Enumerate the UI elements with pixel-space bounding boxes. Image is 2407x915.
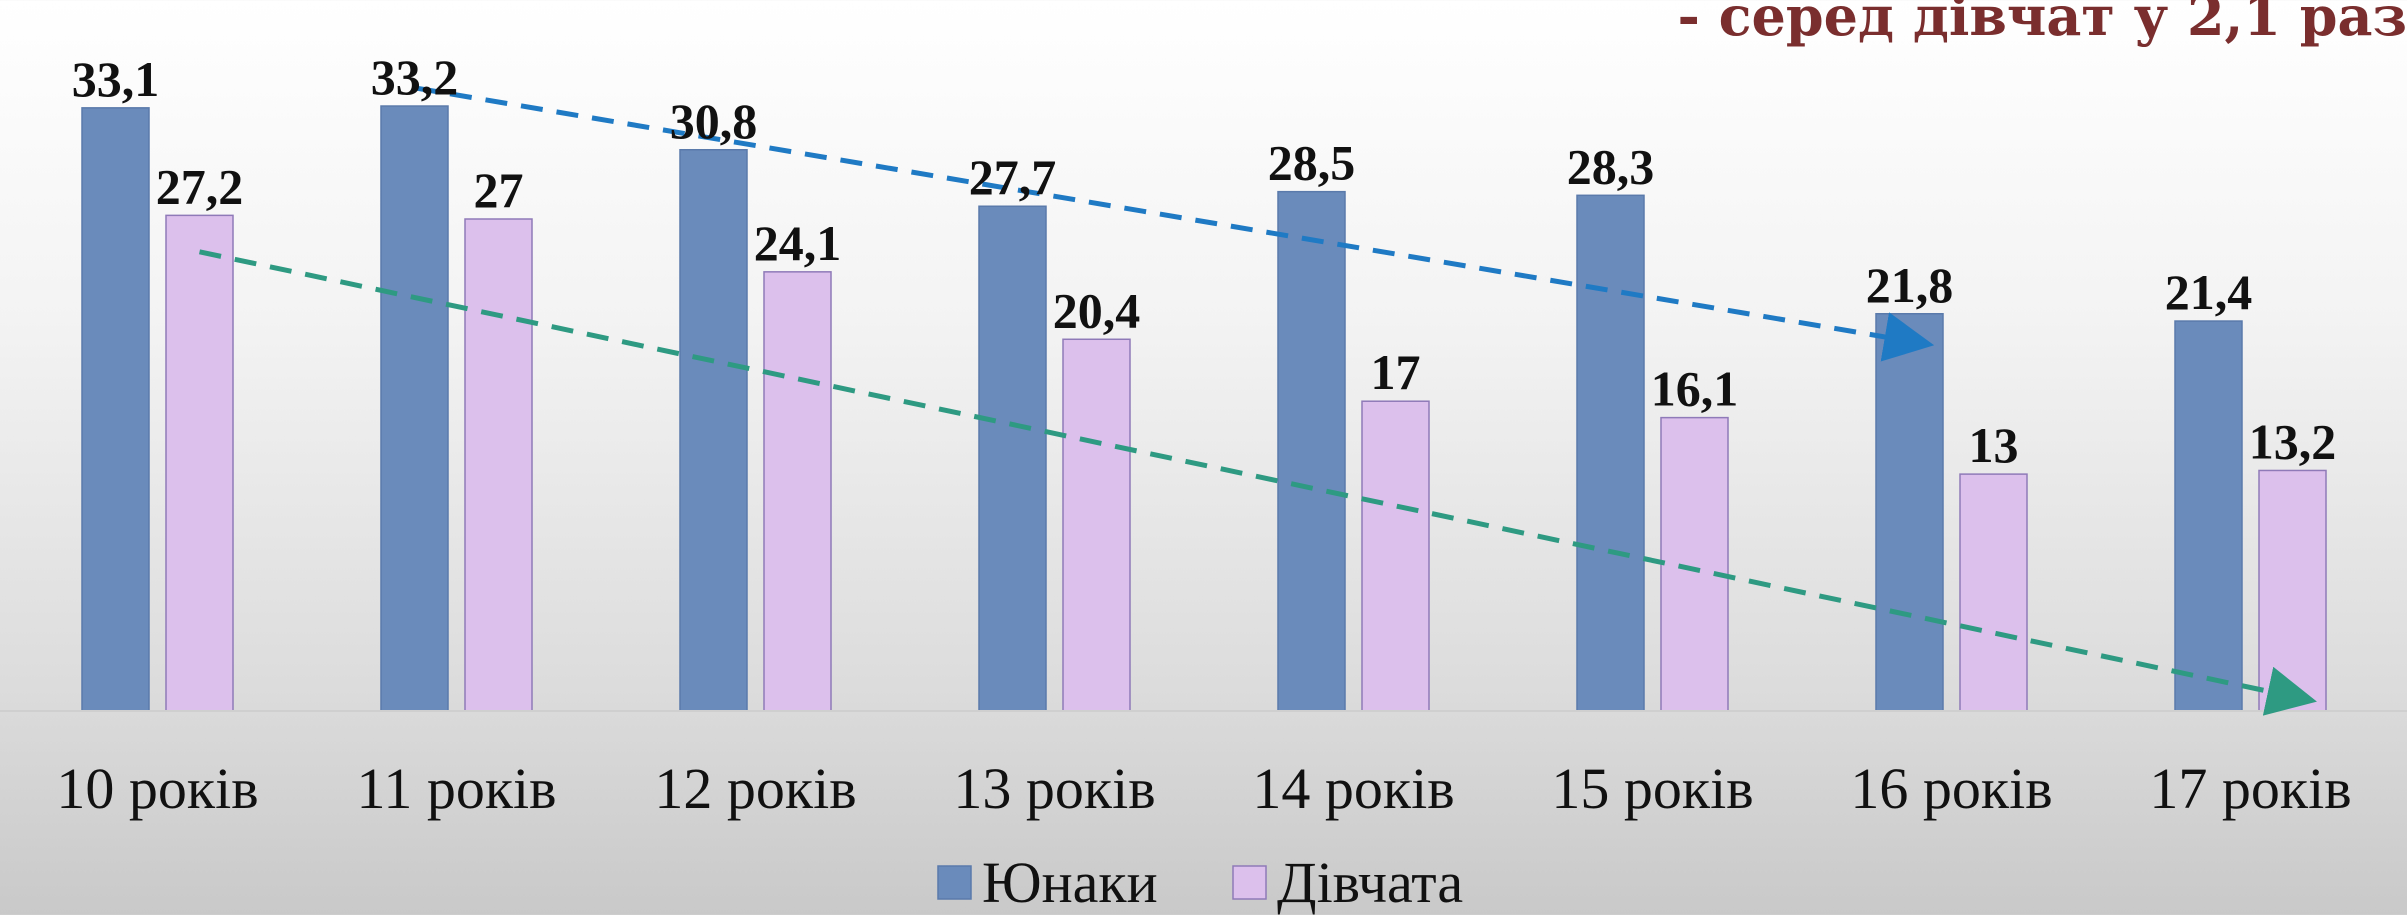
bar-divchata-12 (763, 271, 832, 712)
category-label-12: 12 років (654, 756, 856, 821)
trend-arrow-yunaky (414, 85, 1935, 362)
data-label-yunaky-14: 28,5 (1268, 135, 1356, 191)
bar-divchata-14 (1361, 400, 1430, 712)
legend-swatch-divchata (1232, 865, 1267, 900)
legend-swatch-yunaky (937, 865, 972, 900)
bar-divchata-17 (2258, 469, 2327, 712)
bar-yunaky-15 (1576, 194, 1645, 712)
bar-yunaky-16 (1875, 313, 1944, 712)
data-label-divchata-14: 17 (1371, 344, 1421, 400)
headline-text: - серед дівчат у 2,1 рази (1677, 0, 2407, 48)
data-label-divchata-11: 27 (474, 162, 524, 218)
category-label-10: 10 років (56, 756, 258, 821)
bar-divchata-16 (1959, 473, 2028, 712)
legend-label-yunaky: Юнаки (982, 850, 1158, 915)
data-label-yunaky-13: 27,7 (969, 149, 1057, 205)
data-label-yunaky-15: 28,3 (1567, 138, 1655, 194)
category-label-17: 17 років (2149, 756, 2351, 821)
bar-yunaky-11 (380, 105, 449, 712)
bar-yunaky-12 (679, 149, 748, 712)
bar-divchata-11 (464, 218, 533, 712)
data-label-divchata-10: 27,2 (156, 158, 244, 214)
labels-group: 33,1 27,2 10 років 33,2 27 11 років 30,8 24,1 12… (56, 49, 2351, 821)
bar-divchata-10 (165, 214, 234, 712)
category-label-11: 11 років (356, 756, 556, 821)
trend-lines-group (198, 85, 2317, 716)
data-label-divchata-17: 13,2 (2249, 413, 2337, 469)
category-label-14: 14 років (1252, 756, 1454, 821)
bar-yunaky-14 (1277, 190, 1346, 712)
legend-label-divchata: Дівчата (1277, 850, 1463, 915)
category-label-13: 13 років (953, 756, 1155, 821)
data-label-yunaky-11: 33,2 (371, 49, 459, 105)
trend-arrow-divchata (198, 249, 2317, 716)
bar-divchata-13 (1062, 338, 1131, 712)
data-label-divchata-15: 16,1 (1651, 361, 1739, 417)
data-label-yunaky-12: 30,8 (670, 93, 758, 149)
data-label-divchata-12: 24,1 (754, 215, 842, 271)
category-label-15: 15 років (1551, 756, 1753, 821)
bar-yunaky-10 (81, 107, 150, 712)
data-label-yunaky-17: 21,4 (2165, 264, 2253, 320)
bars-group (81, 105, 2327, 712)
category-label-16: 16 років (1850, 756, 2052, 821)
bar-yunaky-13 (978, 205, 1047, 712)
data-label-divchata-13: 20,4 (1053, 282, 1141, 338)
bar-yunaky-17 (2174, 320, 2243, 712)
legend: Юнаки Дівчата (937, 850, 1463, 915)
data-label-yunaky-10: 33,1 (72, 51, 160, 107)
data-label-yunaky-16: 21,8 (1866, 257, 1954, 313)
bar-divchata-15 (1660, 416, 1729, 712)
data-label-divchata-16: 13 (1969, 417, 2019, 473)
